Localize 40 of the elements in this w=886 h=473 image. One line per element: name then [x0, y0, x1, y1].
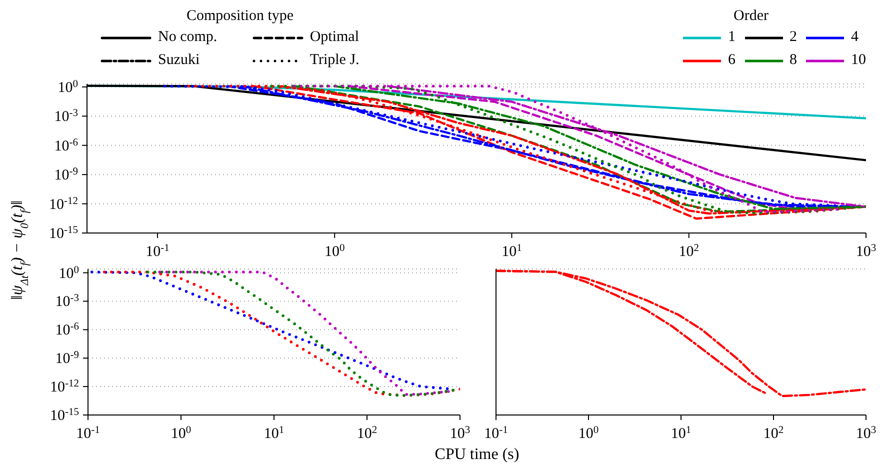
x-tick-label: 10$^{1}$ — [502, 242, 522, 260]
x-tick-label: 10$^{-1}$ — [146, 242, 170, 260]
text: No comp. — [158, 29, 218, 46]
legend-label: 2 — [790, 29, 797, 46]
legend-label: 1 — [728, 29, 736, 46]
legend-label: 10 — [851, 52, 866, 69]
y-tick-label: 10$^{-9}$ — [54, 166, 78, 184]
x-tick-label: 10$^{0}$ — [324, 242, 345, 260]
legend-label: 6 — [728, 52, 736, 69]
x-tick-label: 10$^{1}$ — [670, 424, 692, 442]
legend-label: 4 — [851, 29, 858, 46]
y-tick-label: 10$^{-6}$ — [54, 136, 78, 154]
y-tick-label: 10$^{-15}$ — [50, 406, 79, 424]
y-tick-label: 10$^{-15}$ — [49, 224, 78, 242]
y-tick-label: 10$^{-12}$ — [49, 195, 78, 213]
x-tick-label: 10$^{3}$ — [450, 424, 470, 442]
y-tick-label: 10$^{-12}$ — [50, 378, 79, 396]
x-tick-label: 10$^{-1}$ — [76, 424, 100, 442]
x-tick-label: 10$^{1}$ — [264, 424, 284, 442]
x-tick-label: 10$^{2}$ — [356, 424, 378, 442]
x-tick-label: 10$^{-1}$ — [484, 424, 508, 442]
x-tick-label: 10$^{0}$ — [578, 424, 599, 442]
x-tick-label: 10$^{2}$ — [678, 242, 699, 260]
x-tick-label: 10$^{3}$ — [856, 424, 876, 442]
legend-label: 8 — [790, 52, 797, 69]
text: Triple J. — [310, 52, 360, 69]
y-tick-label: 10$^{0}$ — [58, 264, 79, 282]
y-tick-label: 10$^{-9}$ — [55, 350, 79, 368]
y-tick-label: 10$^{-3}$ — [54, 108, 78, 126]
x-tick-label: 10$^{2}$ — [763, 424, 784, 442]
x-tick-label: 10$^{0}$ — [170, 424, 192, 442]
text: Composition type — [185, 8, 295, 25]
text: Suzuki — [158, 52, 200, 69]
y-tick-label: 10$^{-3}$ — [55, 292, 79, 310]
x-tick-label: 10$^{3}$ — [856, 242, 876, 260]
y-tick-label: 10$^{0}$ — [58, 78, 78, 96]
x-axis-title: CPU time (s) — [434, 446, 520, 464]
text: Optimal — [310, 29, 360, 46]
legend-title: Order — [732, 8, 770, 25]
y-tick-label: 10$^{-6}$ — [55, 321, 79, 339]
